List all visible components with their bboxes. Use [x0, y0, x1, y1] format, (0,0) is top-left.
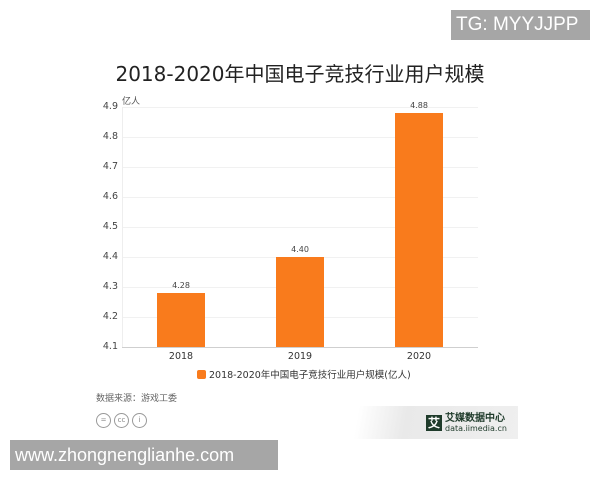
gridline: [122, 197, 478, 198]
bar-value-label: 4.88: [410, 101, 428, 110]
gridline: [122, 107, 478, 108]
legend-swatch: [197, 369, 206, 379]
iimedia-logo: 艾 艾媒数据中心 data.iimedia.cn: [426, 413, 507, 433]
y-tick: 4.3: [102, 281, 118, 292]
y-tick: 4.8: [102, 131, 118, 142]
bar-value-label: 4.28: [172, 281, 190, 290]
y-tick: 4.5: [102, 221, 118, 232]
bar-2020: [395, 113, 443, 347]
cc-nd-icon: =: [96, 413, 111, 428]
cc-icon: cc: [114, 413, 129, 428]
x-axis: [122, 347, 478, 348]
y-tick: 4.7: [102, 161, 118, 172]
gridline: [122, 137, 478, 138]
x-tick: 2018: [168, 351, 194, 362]
y-axis-unit: 亿人: [122, 97, 141, 107]
bar-2018: [157, 293, 205, 347]
bar-value-label: 4.40: [291, 245, 309, 254]
x-tick: 2019: [287, 351, 313, 362]
cc-license-icons: = cc i: [96, 413, 147, 428]
gridline: [122, 227, 478, 228]
gridline: [122, 167, 478, 168]
watermark-bottom: www.zhongnenglianhe.com: [10, 440, 278, 470]
cc-by-icon: i: [132, 413, 147, 428]
y-tick: 4.1: [102, 341, 118, 352]
legend: 2018-2020年中国电子竞技行业用户规模(亿人): [197, 367, 411, 381]
x-tick: 2020: [406, 351, 432, 362]
y-tick: 4.9: [102, 101, 118, 112]
logo-mark-icon: 艾: [426, 415, 442, 431]
data-source: 数据来源：游戏工委: [96, 394, 178, 404]
logo-url: data.iimedia.cn: [445, 424, 507, 433]
y-axis: [122, 107, 123, 348]
y-tick: 4.6: [102, 191, 118, 202]
bar-2019: [276, 257, 324, 347]
y-tick: 4.2: [102, 311, 118, 322]
logo-name: 艾媒数据中心: [445, 413, 505, 424]
watermark-top: TG: MYYJJPP: [451, 10, 590, 40]
chart-title: 2018-2020年中国电子竞技行业用户规模: [115, 62, 485, 86]
y-tick: 4.4: [102, 251, 118, 262]
legend-label: 2018-2020年中国电子竞技行业用户规模(亿人): [209, 370, 411, 381]
